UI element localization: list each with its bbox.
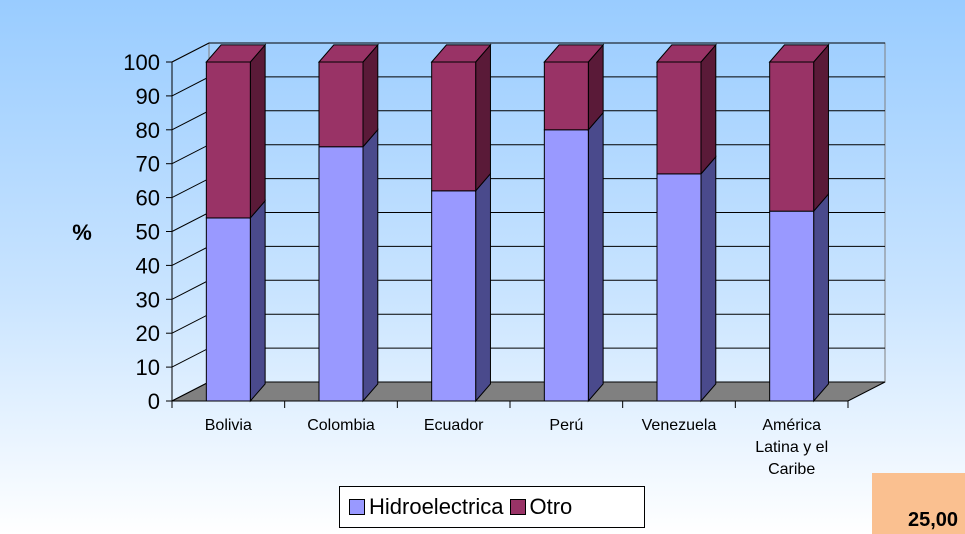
y-tick-label: 60 [136,186,160,211]
bar-hidroelectrica-venezuela [656,173,702,402]
corner-value-box: 25,00 [872,473,965,534]
bar-side-otro-venezuela [700,43,717,176]
y-tick-label: 80 [136,118,160,143]
x-tick-label-am-rica-latina-y-el-caribe: América [762,417,821,434]
bar-hidroelectrica-colombia [318,146,364,402]
x-tick-label-ecuador: Ecuador [424,417,484,434]
bar-side-otro-am-rica-latina-y-el-caribe [813,43,829,213]
bar-otro-venezuela [656,61,702,175]
gridline [171,42,885,63]
y-axis-label: % [72,220,92,245]
y-tick-label: 10 [136,355,160,380]
bar-side-otro-ecuador [475,43,491,193]
bar-otro-colombia [318,61,364,148]
bar-top-ecuador [430,44,492,63]
bar-otro-bolivia [205,61,251,219]
y-tick-label: 70 [136,152,160,177]
y-tick-label: 100 [123,50,160,75]
y-tick-label: 0 [148,389,160,414]
y-tick-label: 20 [136,321,160,346]
bar-otro-ecuador [431,61,477,192]
bar-top-colombia [317,44,379,63]
y-tick-label: 50 [136,220,160,245]
bar-otro-am-rica-latina-y-el-caribe [769,61,815,212]
bar-top-am-rica-latina-y-el-caribe [768,44,830,63]
bar-side-hidroelectrica-ecuador [475,172,491,403]
bar-hidroelectrica-bolivia [205,217,251,402]
bar-side-hidroelectrica-bolivia [249,199,266,403]
x-tick-label-am-rica-latina-y-el-caribe: Caribe [768,461,815,478]
bar-side-hidroelectrica-colombia [362,128,379,403]
legend-swatch-hidroelectrica [349,499,365,515]
bar-hidroelectrica-ecuador [431,190,477,402]
bar-hidroelectrica-am-rica-latina-y-el-caribe [769,210,815,402]
y-tick-label: 30 [136,287,160,312]
x-tick-label-colombia: Colombia [307,417,375,434]
bar-side-otro-bolivia [249,43,266,220]
y-tick-label: 90 [136,84,160,109]
x-tick-label-am-rica-latina-y-el-caribe: Latina y el [755,439,828,456]
bar-otro-per- [543,61,589,131]
legend-label-hidroelectrica: Hidroelectrica [369,494,504,519]
x-tick-label-bolivia: Bolivia [205,417,252,434]
bar-hidroelectrica-per- [543,129,589,402]
x-tick-label-venezuela: Venezuela [642,417,717,434]
legend-label-otro: Otro [529,494,573,519]
bar-side-hidroelectrica-am-rica-latina-y-el-caribe [813,192,829,403]
legend-swatch-otro [509,499,526,515]
y-tick-label: 40 [136,253,160,278]
bar-top-venezuela [655,44,717,63]
bar-top-per- [543,44,605,63]
bar-side-hidroelectrica-venezuela [700,155,717,403]
chart-legend: Hidroelectrica Otro [339,486,645,528]
x-tick-label-per-: Perú [549,417,583,434]
bar-side-hidroelectrica-per- [587,111,604,403]
corner-value: 25,00 [908,509,959,531]
bar-top-bolivia [205,44,267,63]
